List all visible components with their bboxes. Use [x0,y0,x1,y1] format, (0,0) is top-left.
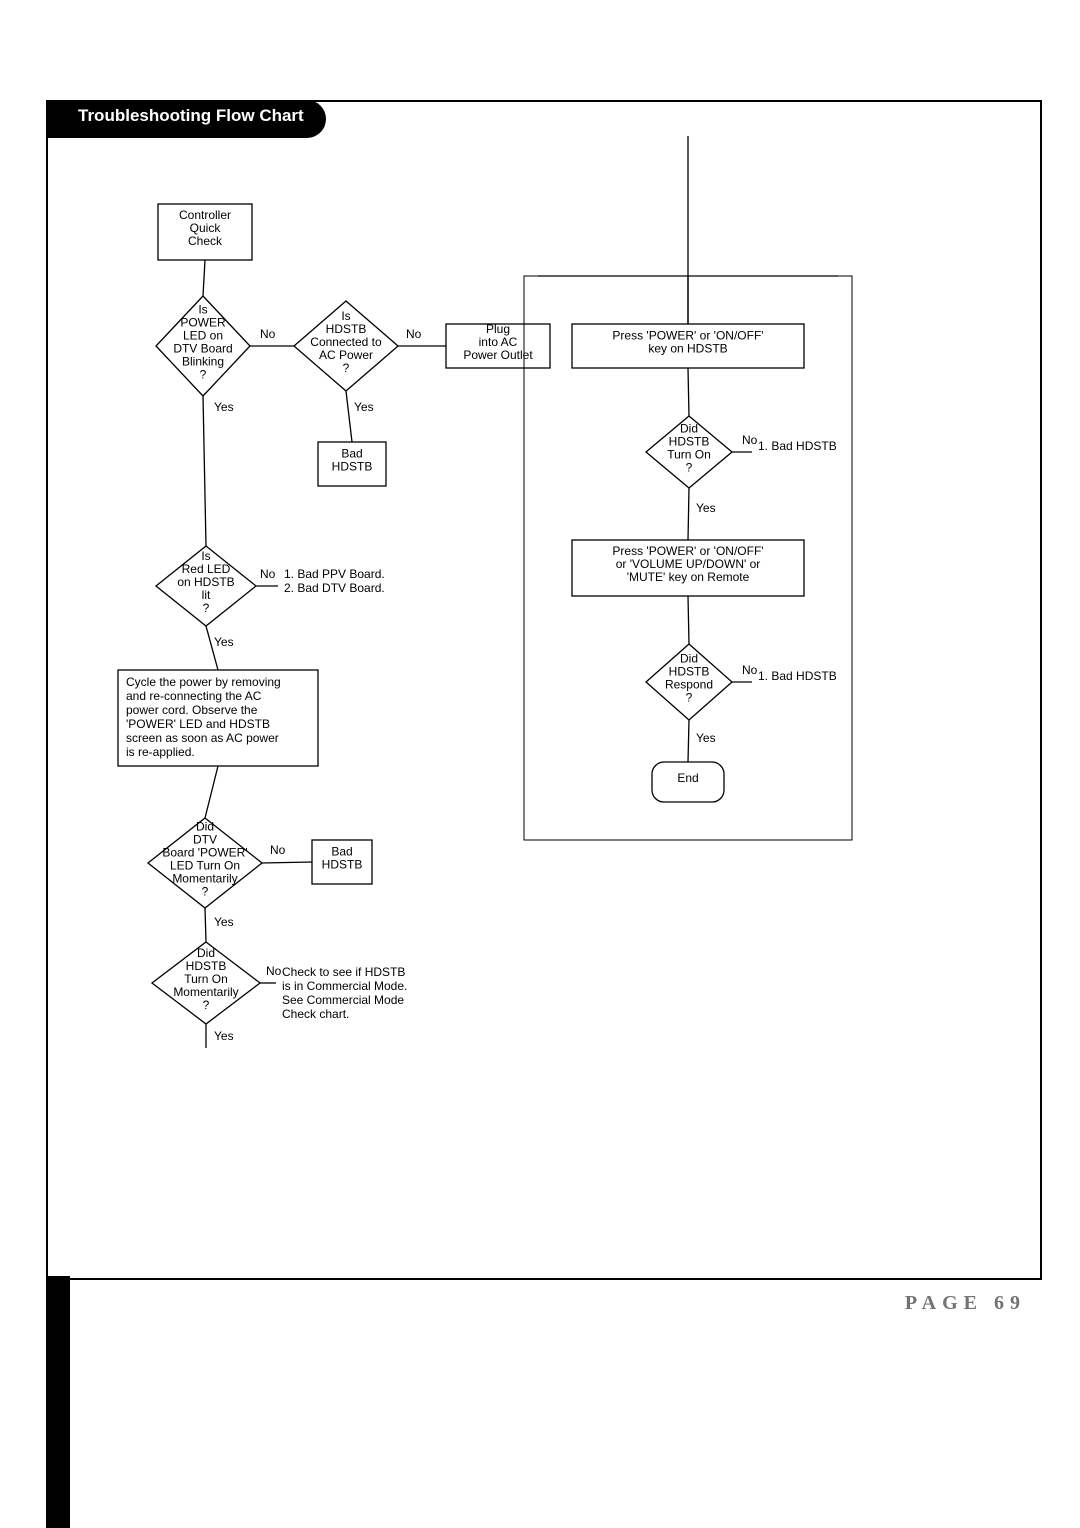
edge-label: Yes [214,400,234,414]
flow-text-t_bad_h1: 1. Bad HDSTB [758,439,837,453]
edge-label: No [742,433,758,447]
edge-label: No [266,964,282,978]
side-accent-bar [46,1276,70,1528]
flow-text-t_bad_h2: 1. Bad HDSTB [758,669,837,683]
edge-label: Yes [696,731,716,745]
flowchart-canvas: ControllerQuickCheckIsPOWERLED onDTV Boa… [48,136,1040,1276]
edge-label: Yes [214,1029,234,1043]
svg-text:End: End [677,771,698,785]
edge-label: No [260,327,276,341]
svg-text:Press 'POWER' or 'ON/OFF'or 'V: Press 'POWER' or 'ON/OFF'or 'VOLUME UP/D… [612,544,763,584]
edge-label: Yes [696,501,716,515]
svg-text:DidDTVBoard 'POWER'LED Turn On: DidDTVBoard 'POWER'LED Turn OnMomentaril… [162,820,247,899]
page-number-text: PAGE 69 [905,1292,1026,1314]
edge-label: Yes [354,400,374,414]
flow-text-t_commercial: Check to see if HDSTBis in Commercial Mo… [282,965,407,1021]
edge-label: No [742,663,758,677]
section-title: Troubleshooting Flow Chart [46,100,326,138]
section-title-text: Troubleshooting Flow Chart [78,106,304,125]
edge-label: No [260,567,276,581]
edge-label: Yes [214,635,234,649]
flow-text-t_badppv: 1. Bad PPV Board.2. Bad DTV Board. [284,567,385,595]
edge-label: No [406,327,422,341]
page: Troubleshooting Flow Chart PAGE 69 Contr… [0,0,1080,1528]
edge-label: No [270,843,286,857]
edge-label: Yes [214,915,234,929]
page-number: PAGE 69 [905,1292,1026,1315]
